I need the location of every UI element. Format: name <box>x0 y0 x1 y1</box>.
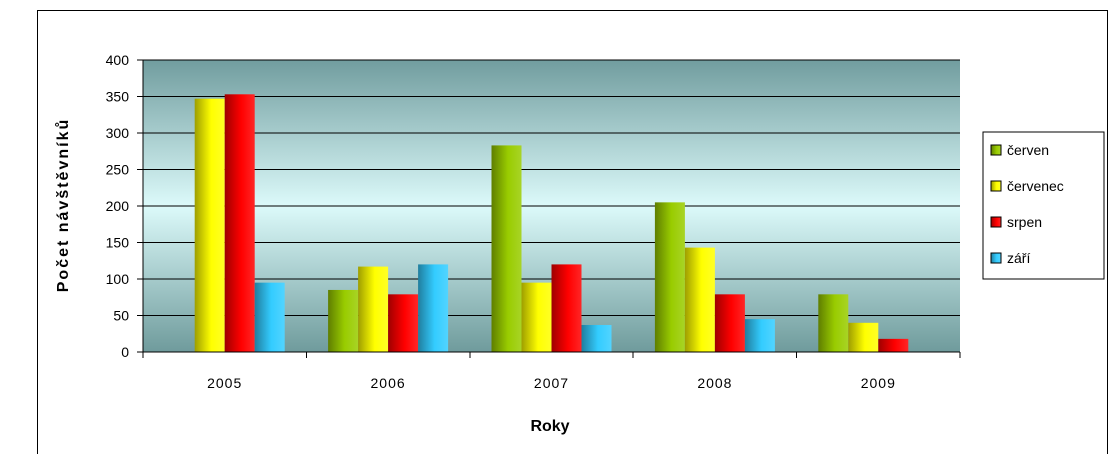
legend-label-cerven: červen <box>1007 142 1049 158</box>
bar-srpen-2007 <box>551 264 582 352</box>
bar-zari-2006 <box>418 264 449 352</box>
x-tick-label-2008: 2008 <box>697 375 732 391</box>
bar-cerven-2007 <box>491 145 522 352</box>
chart-frame <box>37 10 1108 454</box>
bar-zari-2008 <box>744 319 775 352</box>
legend-swatch-srpen <box>990 216 1002 228</box>
legend-swatch-zari <box>990 252 1002 264</box>
bar-srpen-2005 <box>224 94 255 352</box>
y-tick-label-350: 350 <box>106 89 130 105</box>
legend-swatch-cervenec <box>990 180 1002 192</box>
legend-box <box>982 131 1105 280</box>
y-tick-label-200: 200 <box>106 198 130 214</box>
bar-zari-2005 <box>254 282 285 352</box>
y-tick-label-400: 400 <box>106 52 130 68</box>
y-tick-label-100: 100 <box>106 271 130 287</box>
x-tick-label-2009: 2009 <box>861 375 896 391</box>
y-axis-title: Počet návštěvníků <box>55 118 72 293</box>
legend: červen červenec srpen září <box>982 131 1105 280</box>
bar-cervenec-2008 <box>684 247 715 352</box>
axes: 0 50 100 150 200 250 300 350 400 2005 2006 2007 2008… <box>106 52 961 391</box>
x-tick-label-2006: 2006 <box>371 375 406 391</box>
bar-cervenec-2005 <box>194 98 225 352</box>
y-tick-label-50: 50 <box>113 308 129 324</box>
y-tick-label-150: 150 <box>106 235 130 251</box>
x-tick-label-2005: 2005 <box>207 375 242 391</box>
bar-cervenec-2006 <box>358 266 389 352</box>
bar-cerven-2006 <box>328 289 359 352</box>
bar-zari-2007 <box>581 324 612 352</box>
x-tick-label-2007: 2007 <box>534 375 569 391</box>
y-tick-label-300: 300 <box>106 125 130 141</box>
bar-cerven-2008 <box>654 202 685 352</box>
bar-cerven-2009 <box>818 294 849 352</box>
y-tick-label-250: 250 <box>106 162 130 178</box>
x-axis-title: Roky <box>530 418 569 435</box>
legend-label-zari: září <box>1007 250 1030 266</box>
bar-srpen-2009 <box>878 338 909 352</box>
bar-cervenec-2009 <box>848 322 879 352</box>
legend-swatch-cerven <box>990 144 1002 156</box>
bar-srpen-2008 <box>714 294 745 352</box>
bar-cervenec-2007 <box>521 282 552 352</box>
bar-srpen-2006 <box>388 294 419 352</box>
legend-label-cervenec: červenec <box>1007 178 1064 194</box>
bars <box>194 94 909 352</box>
legend-label-srpen: srpen <box>1007 214 1042 230</box>
y-tick-label-0: 0 <box>121 344 129 360</box>
